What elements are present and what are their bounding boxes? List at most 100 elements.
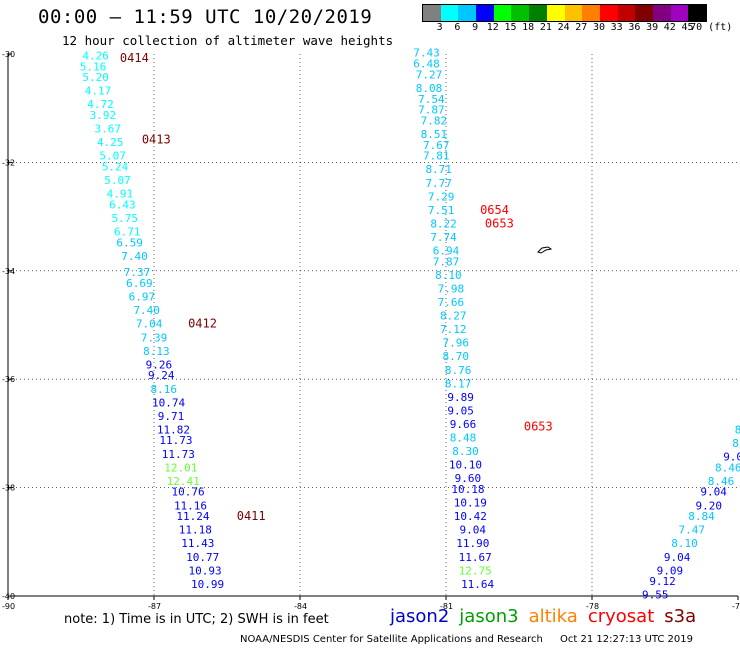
scale-swatch [564,5,583,21]
swh-label: 11.43 [181,537,214,550]
swh-label: 7.40 [121,250,148,263]
scale-swatch [529,5,547,21]
scale-swatch [652,5,671,21]
swh-label: 6.94 [433,245,460,258]
swh-label: 6.59 [116,236,143,249]
lat-tick-label: -34 [2,267,15,276]
swh-label: 11.67 [459,551,492,564]
swh-label: 8.46 [715,461,740,474]
swh-label: 11.73 [162,448,195,461]
scale-swatch [617,5,636,21]
swh-label: 12.41 [167,475,200,488]
satellite-jason2: jason2 [390,606,450,627]
scale-swatch [423,5,441,21]
swh-label: 8.22 [430,217,457,230]
swh-label: 11.82 [157,423,190,436]
swh-label: 8.10 [435,269,462,282]
swh-label: 7.29 [428,190,455,203]
swh-label: 8.84 [688,510,715,523]
generated-timestamp: Oct 21 12:27:13 UTC 2019 [560,634,693,645]
swh-label: 5.24 [102,161,129,174]
swh-label: 7.87 [433,255,460,268]
swh-label: 5.07 [99,150,126,163]
scale-label: 33 [610,22,623,33]
satellite-jason3: jason3 [459,606,519,627]
lat-tick-label: -30 [2,50,15,59]
satellite-s3a: s3a [664,606,697,627]
lon-tick-label: -87 [148,602,161,611]
swh-label: 4.25 [97,136,124,149]
swh-label: 8.10 [671,537,698,550]
swh-label: 7.37 [124,266,151,279]
credit-line: NOAA/NESDIS Center for Satellite Applica… [240,634,707,645]
swh-label: 7.51 [428,204,455,217]
pass-time-label: 0413 [142,132,171,146]
satellite-altika: altika [528,606,578,627]
swh-label: 9.89 [447,391,474,404]
swh-label: 8 [735,423,740,436]
swh-label: 10.76 [172,486,205,499]
swh-label: 10.10 [449,459,482,472]
swh-label: 9.04 [700,486,727,499]
map-title: 00:00 – 11:59 UTC 10/20/2019 [38,6,373,28]
swh-label: 5.75 [112,212,139,225]
scale-label: 9 [472,22,479,33]
swh-label: 7.77 [425,177,452,190]
swh-label: 7.87 [418,104,445,117]
lon-tick-label: -78 [586,602,599,611]
swh-label: 10.74 [152,396,185,409]
swh-label: 9.66 [450,418,477,431]
swh-label: 5.20 [82,71,109,84]
lat-tick-label: -32 [2,158,15,167]
swh-label: 7.54 [418,93,445,106]
swh-label: 10.18 [451,483,484,496]
pass-time-label: 0414 [120,51,149,65]
swh-label: 10.42 [454,510,487,523]
swh-label: 9.09 [657,564,684,577]
swh-label: 7.74 [430,231,457,244]
swh-label: 6.43 [109,198,136,211]
map-frame [7,54,738,597]
swh-label: 3.67 [95,123,122,136]
scale-swatch [511,5,530,21]
swh-label: 9.05 [447,404,474,417]
swh-label: 11.64 [461,578,494,591]
swh-label: 8.48 [450,432,477,445]
swh-label: 6.71 [114,226,141,239]
scale-swatch [582,5,600,21]
color-scale-labels: 3 6 9 12 15 18 21 24 27 30 33 36 39 42 45 70 (ft) [422,22,740,34]
lon-tick-label: -84 [294,602,307,611]
swh-label: 5.16 [80,60,107,73]
swh-label: 9.60 [455,472,482,485]
swh-label: 5.07 [104,174,131,187]
pass-time-label: 0653 [485,216,514,230]
swh-label: 11.73 [159,434,192,447]
swh-label: 8.17 [445,377,472,390]
swh-label: 8.71 [425,163,452,176]
scale-label: 18 [522,22,535,33]
swh-label: 10.99 [191,578,224,591]
swh-observations: 4.265.165.204.174.723.923.674.255.075.24… [80,47,740,602]
scale-label: 24 [557,22,570,33]
satellite-legend: jason2 jason3 altika cryosat s3a [390,606,706,627]
satellite-cryosat: cryosat [587,606,655,627]
swh-label: 7.82 [421,114,448,127]
lon-tick-label: -90 [2,602,15,611]
scale-label: 39 [646,22,659,33]
swh-label: 11.16 [174,499,207,512]
scale-swatch [458,5,477,21]
scale-label: 3 [436,22,443,33]
swh-label: 11.18 [179,524,212,537]
lat-lon-grid [8,54,738,596]
lat-tick-label: -36 [2,375,15,384]
axis-ticks: -30 -32 -34 -36 -38 -40-90 -87 -84 -81 -78 -75 [2,50,740,611]
swh-label: 4.91 [107,188,134,201]
lon-tick-label: -81 [440,602,453,611]
scale-label: 30 [592,22,606,33]
swh-label: 8.70 [442,350,469,363]
track-jason2: 889.08.468.469.049.208.847.478.109.049.0… [642,423,740,601]
scale-label: 36 [628,22,641,33]
swh-label: 11.90 [456,537,489,550]
scale-label: 6 [454,22,461,33]
